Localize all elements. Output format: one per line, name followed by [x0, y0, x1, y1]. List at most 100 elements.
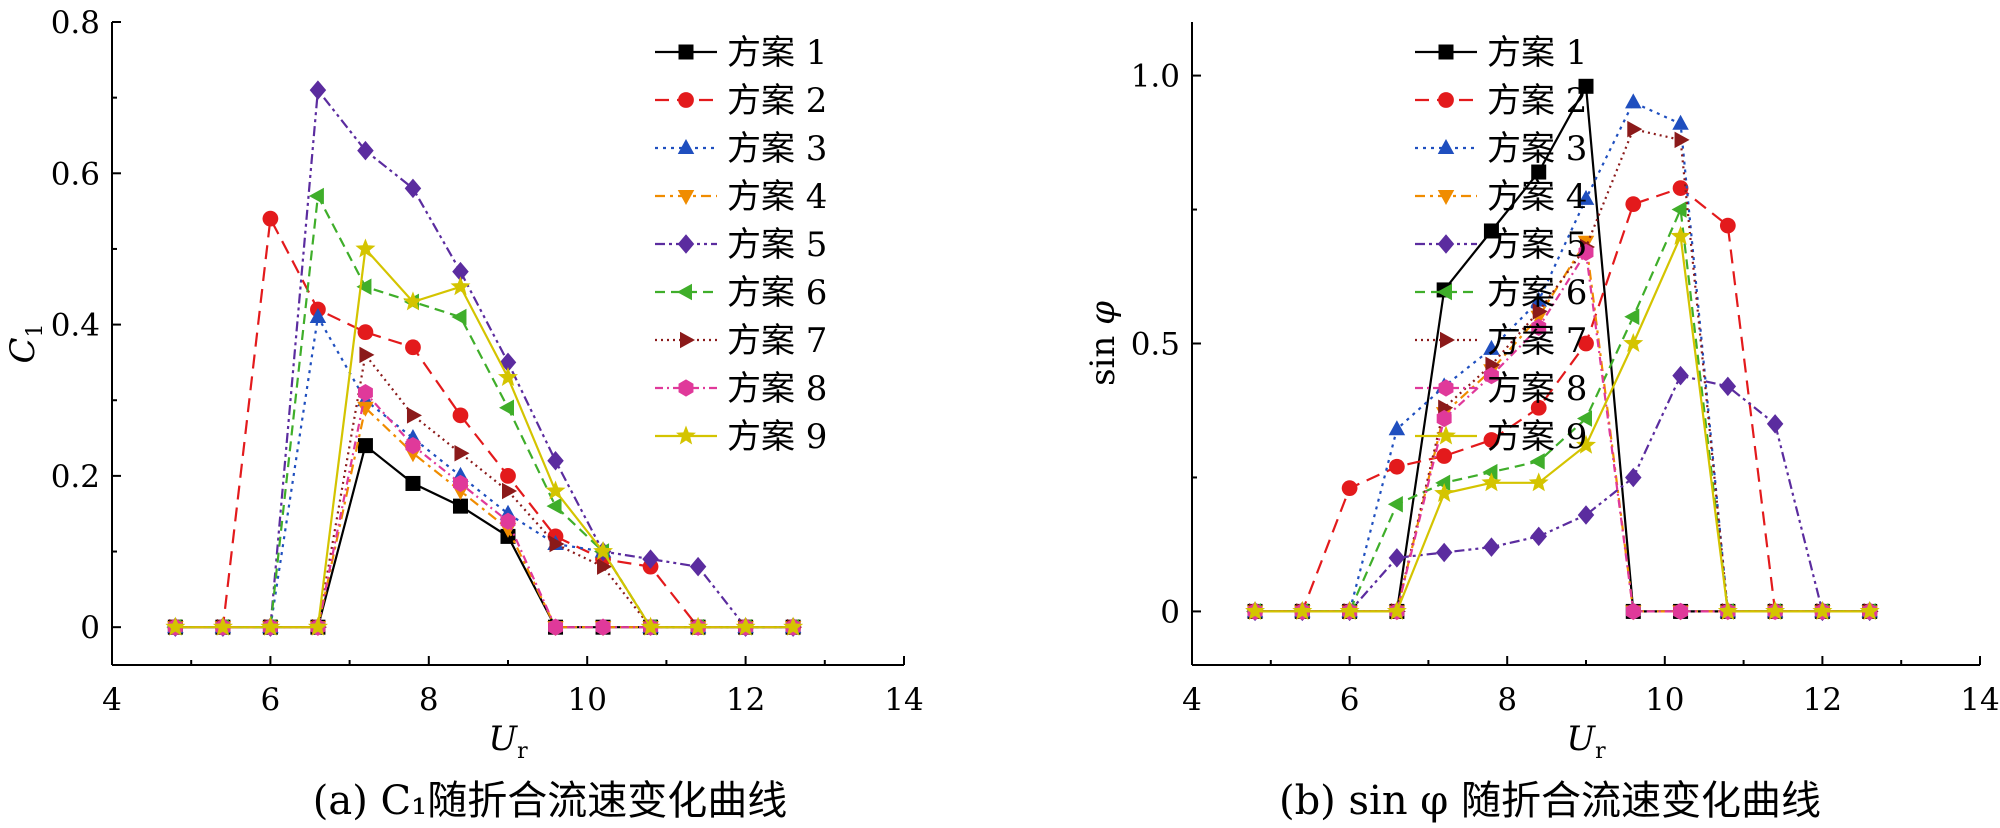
legend-entry: 方案 9 [1415, 417, 1587, 457]
legend-entry: 方案 8 [1415, 369, 1587, 409]
data-point [595, 618, 611, 636]
data-point [406, 407, 422, 424]
data-point [545, 480, 566, 500]
data-point [357, 438, 373, 454]
data-point [1578, 78, 1594, 94]
y-tick-label: 0 [1160, 594, 1180, 630]
data-point [1483, 223, 1499, 239]
data-point [308, 187, 324, 205]
data-point [212, 616, 233, 636]
legend-label: 方案 9 [727, 417, 827, 457]
data-point [450, 276, 471, 296]
series-方案2 [167, 210, 801, 636]
series-方案2 [1247, 180, 1878, 620]
legend-entry: 方案 6 [655, 273, 827, 313]
legend-entry: 方案 6 [1415, 273, 1587, 313]
data-point [1386, 600, 1407, 620]
y-tick-label: 1.0 [1131, 59, 1180, 95]
legend-label: 方案 8 [727, 369, 827, 409]
x-tick-label: 4 [102, 682, 122, 718]
x-tick-label: 12 [1803, 682, 1842, 718]
data-point [404, 178, 422, 199]
series-line [175, 215, 794, 629]
legend-marker [678, 379, 694, 397]
data-point [1670, 225, 1691, 245]
x-tick-label: 12 [726, 682, 765, 718]
data-point [1482, 463, 1498, 481]
x-tick-label: 8 [419, 682, 439, 718]
series-line [175, 443, 794, 629]
data-point [262, 210, 279, 227]
data-point [260, 616, 281, 636]
data-point [405, 475, 421, 491]
legend-entry: 方案 9 [655, 417, 827, 457]
data-point [357, 401, 374, 417]
data-point [1435, 542, 1453, 563]
legend-label: 方案 5 [1487, 225, 1587, 265]
data-point [452, 498, 468, 514]
x-axis-label: Ur [1566, 719, 1606, 760]
data-point [548, 618, 563, 636]
data-point [549, 535, 565, 553]
y-axis-label: sin φ [1083, 301, 1123, 386]
data-point [357, 140, 374, 161]
data-point [688, 616, 709, 636]
data-point [1528, 472, 1549, 492]
data-point [1387, 496, 1403, 513]
series-line [175, 87, 794, 629]
series-方案1 [167, 438, 801, 635]
data-point [1672, 365, 1689, 386]
series-line [1255, 232, 1870, 613]
series-方案9 [165, 238, 804, 636]
series-方案9 [1245, 225, 1880, 620]
legend-entry: 方案 4 [1415, 177, 1587, 217]
legend-entry: 方案 8 [655, 369, 827, 409]
data-point [165, 616, 186, 636]
data-point [1577, 189, 1595, 205]
data-point [1434, 483, 1455, 503]
data-point [498, 367, 518, 387]
data-point [453, 474, 468, 493]
data-point [1717, 600, 1738, 620]
data-point [735, 616, 756, 636]
data-point [359, 346, 375, 364]
legend-label: 方案 3 [727, 129, 827, 169]
data-point [642, 549, 659, 569]
legend-marker [1438, 92, 1454, 108]
data-point [502, 482, 517, 500]
data-point [500, 468, 516, 484]
legend-entry: 方案 7 [1415, 321, 1587, 361]
data-point [1625, 93, 1642, 109]
series-方案5 [167, 80, 802, 637]
legend-marker [676, 425, 696, 445]
legend-entry: 方案 2 [1415, 81, 1587, 121]
legend-entry: 方案 5 [655, 225, 827, 265]
data-point [1674, 131, 1690, 149]
legend-marker [677, 234, 695, 254]
data-point [1577, 505, 1595, 525]
y-tick-label: 0 [80, 610, 100, 646]
legend-marker [1440, 331, 1455, 349]
y-tick-label: 0.5 [1131, 327, 1180, 363]
x-tick-label: 10 [1645, 682, 1684, 718]
data-point [1859, 600, 1880, 620]
legend-entry: 方案 5 [1415, 225, 1587, 265]
legend-label: 方案 4 [727, 177, 827, 217]
data-point [356, 278, 372, 296]
legend-entry: 方案 1 [1415, 33, 1587, 73]
data-point [1436, 409, 1452, 428]
legend-label: 方案 7 [1487, 321, 1587, 361]
data-point [1245, 600, 1266, 620]
data-point [357, 384, 373, 402]
caption-a: (a) C₁随折合流速变化曲线 [312, 778, 788, 824]
legend-label: 方案 6 [727, 273, 827, 313]
data-point [546, 497, 562, 515]
legend-marker [677, 139, 695, 154]
data-point [1766, 414, 1784, 434]
data-point [1532, 303, 1548, 320]
data-point [1627, 120, 1643, 138]
data-point [402, 291, 423, 311]
data-point [1625, 196, 1642, 213]
x-tick-label: 6 [261, 682, 281, 718]
y-tick-label: 0.2 [51, 459, 100, 495]
